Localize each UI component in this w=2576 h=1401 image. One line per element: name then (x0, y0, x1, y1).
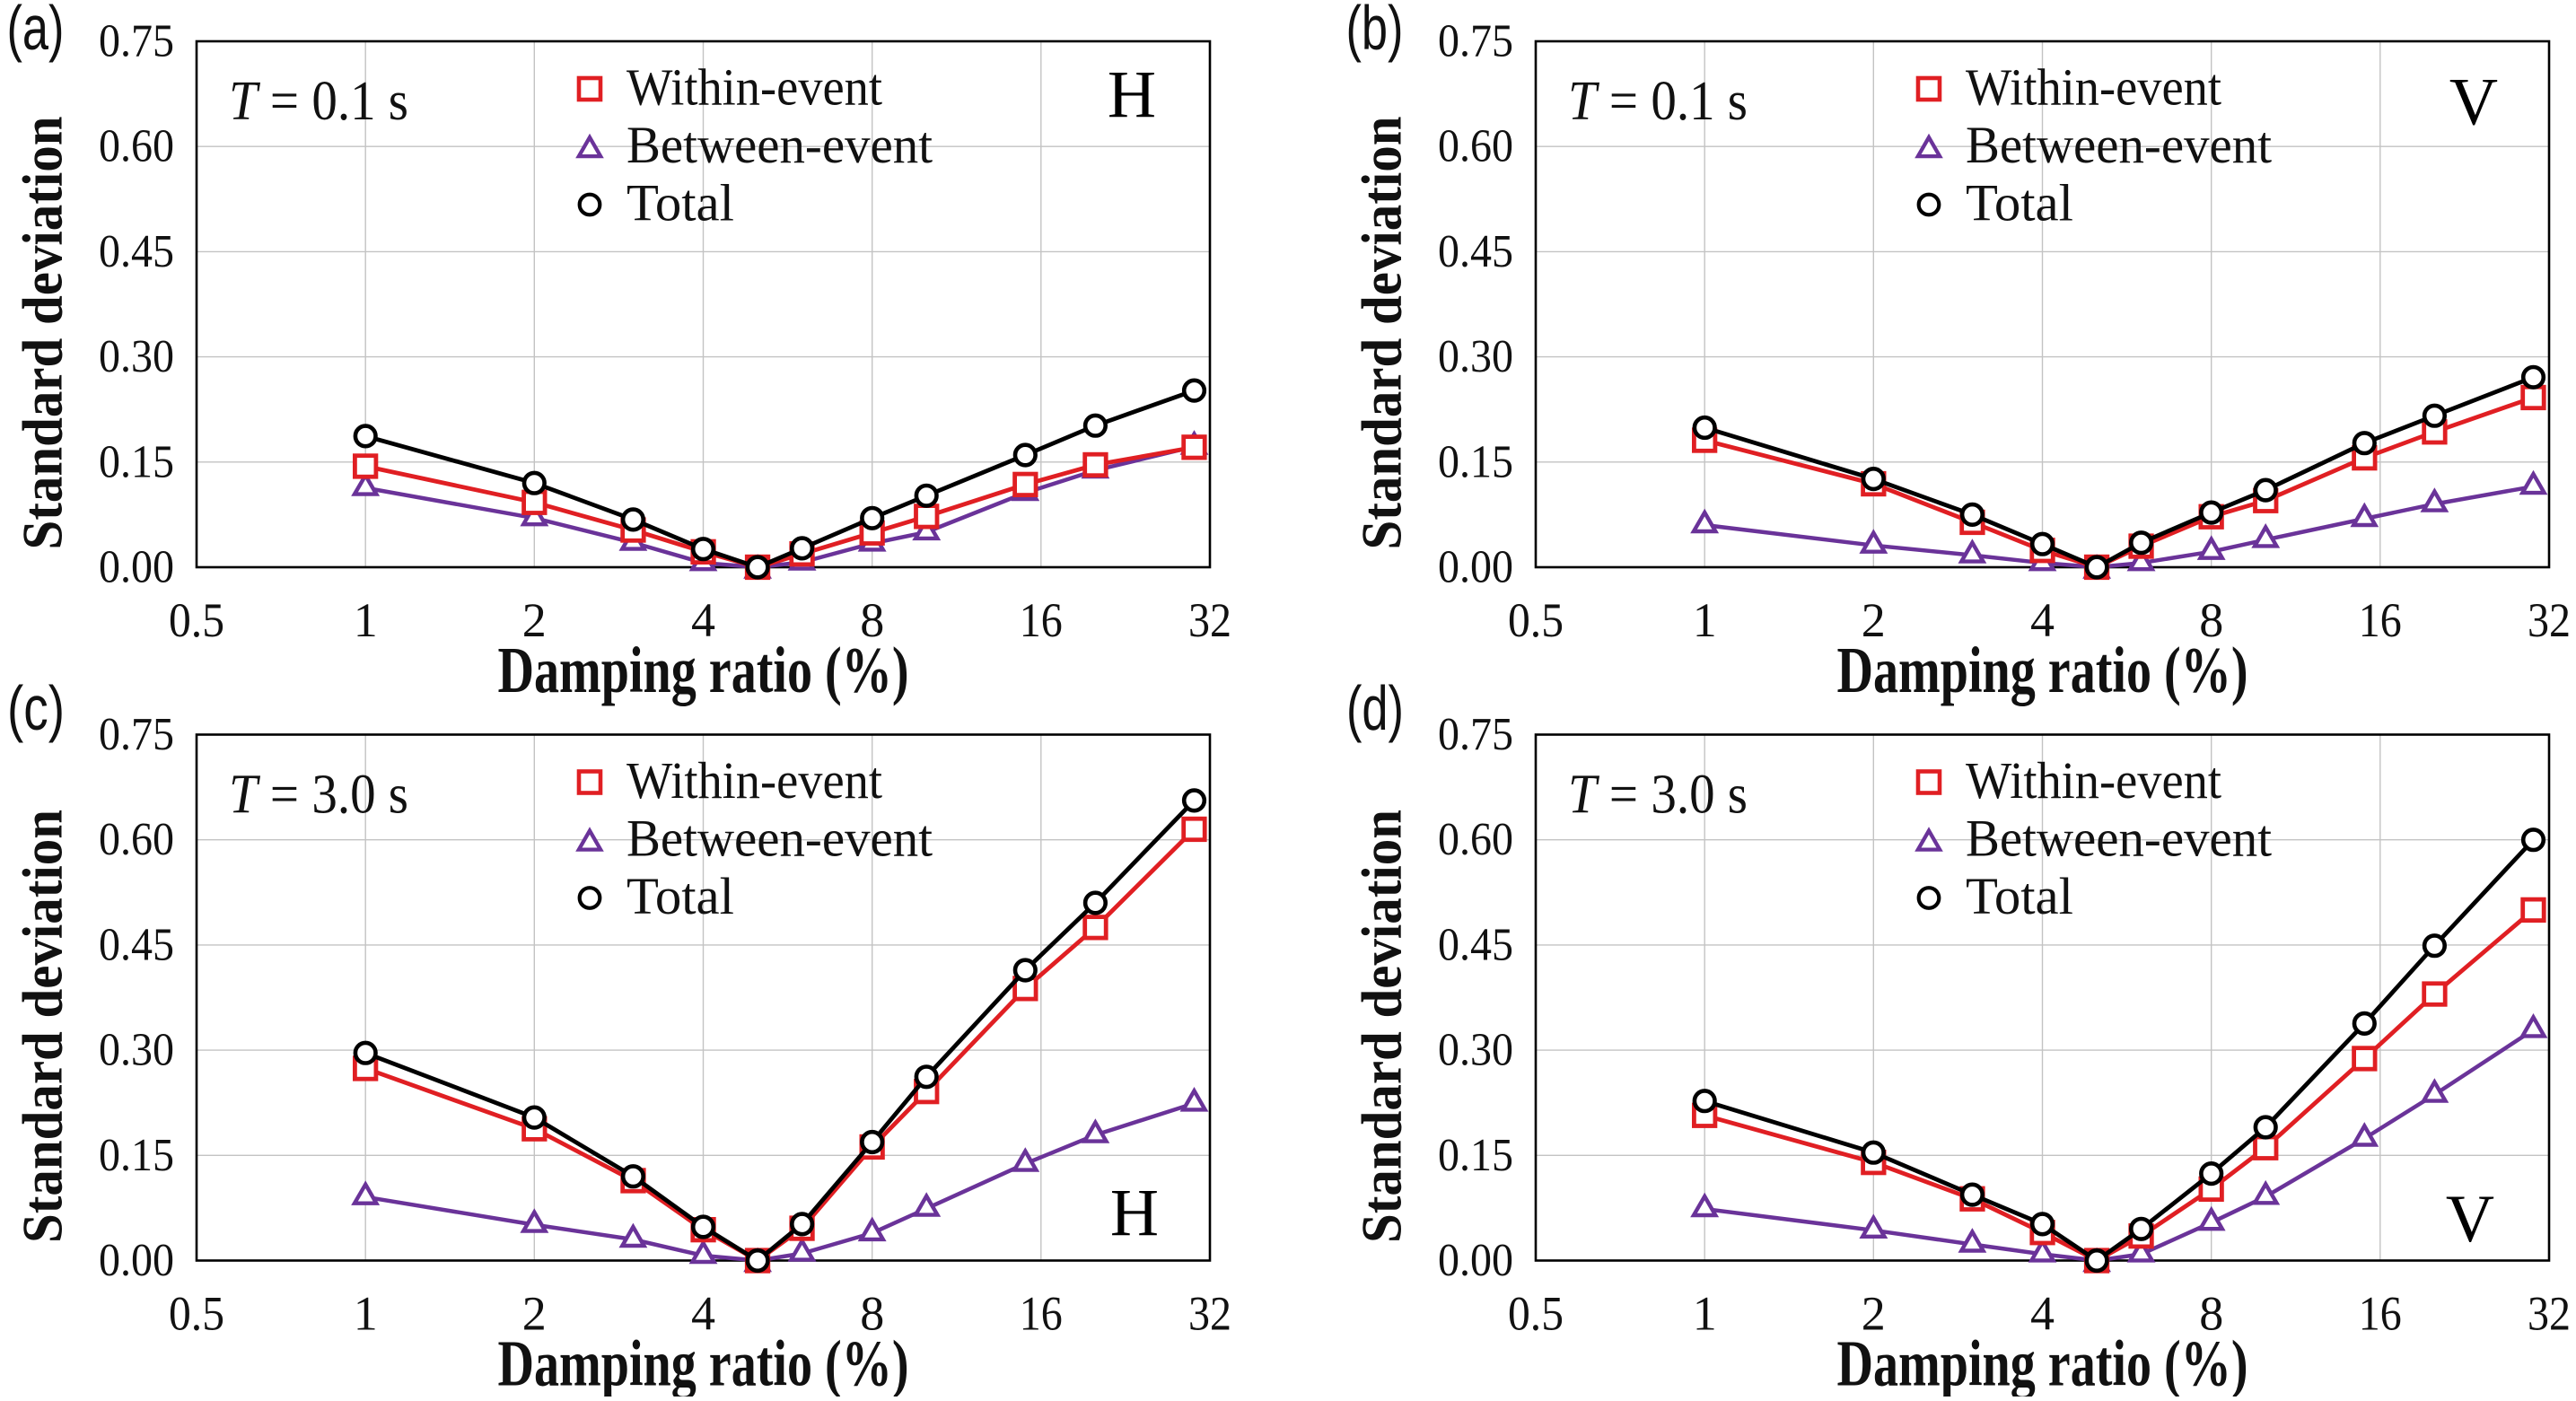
svg-text:16: 16 (2359, 1287, 2402, 1341)
svg-text:0.60: 0.60 (99, 814, 174, 865)
svg-text:4: 4 (691, 1287, 715, 1341)
svg-text:2: 2 (522, 1287, 547, 1341)
svg-text:T = 0.1 s: T = 0.1 s (229, 71, 408, 132)
svg-text:Between-event: Between-event (1966, 810, 2272, 868)
svg-text:0.5: 0.5 (169, 593, 224, 647)
svg-text:2: 2 (522, 593, 547, 647)
svg-text:Within-event: Within-event (1966, 751, 2221, 810)
svg-text:0.45: 0.45 (99, 919, 174, 970)
svg-text:8: 8 (2199, 593, 2223, 647)
svg-text:Total: Total (1966, 867, 2073, 925)
svg-text:Standard deviation: Standard deviation (1350, 810, 1414, 1243)
svg-text:0.60: 0.60 (1438, 814, 1513, 865)
svg-text:Between-event: Between-event (626, 810, 933, 868)
svg-text:0.60: 0.60 (99, 121, 174, 172)
svg-text:32: 32 (1188, 593, 1231, 647)
svg-text:0.45: 0.45 (1438, 226, 1513, 277)
svg-text:0.5: 0.5 (1508, 1287, 1564, 1341)
svg-text:T = 3.0 s: T = 3.0 s (1568, 765, 1748, 826)
svg-text:0.15: 0.15 (1438, 1130, 1513, 1181)
svg-text:16: 16 (1020, 1287, 1063, 1341)
svg-text:0.30: 0.30 (99, 331, 174, 382)
svg-text:2: 2 (1862, 593, 1886, 647)
svg-text:0.15: 0.15 (1438, 436, 1513, 487)
svg-text:Standard deviation: Standard deviation (11, 117, 74, 550)
svg-text:(b): (b) (1346, 0, 1404, 63)
svg-text:8: 8 (860, 1287, 884, 1341)
svg-text:0.45: 0.45 (99, 226, 174, 277)
svg-text:Damping ratio (%): Damping ratio (%) (498, 1327, 909, 1397)
svg-text:0.30: 0.30 (99, 1025, 174, 1076)
svg-text:0.60: 0.60 (1438, 121, 1513, 172)
svg-text:16: 16 (1020, 593, 1063, 647)
svg-text:(c): (c) (7, 673, 65, 743)
svg-text:32: 32 (2528, 1287, 2571, 1341)
svg-text:Total: Total (626, 867, 734, 925)
svg-text:4: 4 (691, 593, 715, 647)
svg-text:0.5: 0.5 (169, 1287, 224, 1341)
svg-text:0.75: 0.75 (99, 16, 174, 67)
svg-text:Between-event: Between-event (1966, 116, 2272, 174)
svg-text:0.75: 0.75 (1438, 16, 1513, 67)
svg-text:Within-event: Within-event (626, 751, 882, 810)
svg-text:32: 32 (2528, 593, 2571, 647)
svg-text:16: 16 (2359, 593, 2402, 647)
svg-text:1: 1 (354, 593, 378, 647)
svg-text:0.45: 0.45 (1438, 919, 1513, 970)
svg-text:0.00: 0.00 (1438, 1235, 1513, 1286)
svg-text:4: 4 (2030, 593, 2055, 647)
svg-text:T = 3.0 s: T = 3.0 s (229, 765, 408, 826)
svg-text:0.5: 0.5 (1508, 593, 1564, 647)
svg-text:0.00: 0.00 (1438, 542, 1513, 593)
svg-text:0.75: 0.75 (1438, 709, 1513, 760)
svg-text:Within-event: Within-event (626, 58, 882, 117)
svg-text:Standard deviation: Standard deviation (1350, 117, 1414, 550)
svg-text:Total: Total (626, 174, 734, 232)
svg-text:(d): (d) (1346, 673, 1404, 743)
svg-text:H: H (1110, 1176, 1159, 1250)
svg-text:0.30: 0.30 (1438, 1025, 1513, 1076)
svg-text:1: 1 (354, 1287, 378, 1341)
svg-text:2: 2 (1862, 1287, 1886, 1341)
svg-text:0.15: 0.15 (99, 1130, 174, 1181)
svg-text:Damping ratio (%): Damping ratio (%) (1837, 634, 2248, 706)
svg-text:8: 8 (2199, 1287, 2223, 1341)
svg-text:(a): (a) (7, 0, 65, 63)
svg-text:1: 1 (1693, 593, 1717, 647)
svg-text:Between-event: Between-event (626, 116, 933, 174)
svg-text:V: V (2446, 1182, 2494, 1257)
svg-text:0.00: 0.00 (99, 542, 174, 593)
svg-text:V: V (2449, 66, 2498, 140)
svg-text:Standard deviation: Standard deviation (11, 810, 74, 1243)
svg-text:0.00: 0.00 (99, 1235, 174, 1286)
svg-text:Within-event: Within-event (1966, 58, 2221, 117)
svg-text:Total: Total (1966, 174, 2073, 232)
svg-text:8: 8 (860, 593, 884, 647)
svg-text:H: H (1108, 57, 1156, 132)
svg-text:32: 32 (1188, 1287, 1231, 1341)
svg-text:0.75: 0.75 (99, 709, 174, 760)
svg-text:0.30: 0.30 (1438, 331, 1513, 382)
svg-text:T = 0.1 s: T = 0.1 s (1568, 71, 1748, 132)
svg-text:1: 1 (1693, 1287, 1717, 1341)
svg-text:Damping ratio (%): Damping ratio (%) (1837, 1327, 2248, 1397)
svg-text:4: 4 (2030, 1287, 2055, 1341)
svg-text:Damping ratio (%): Damping ratio (%) (498, 634, 909, 706)
svg-text:0.15: 0.15 (99, 436, 174, 487)
